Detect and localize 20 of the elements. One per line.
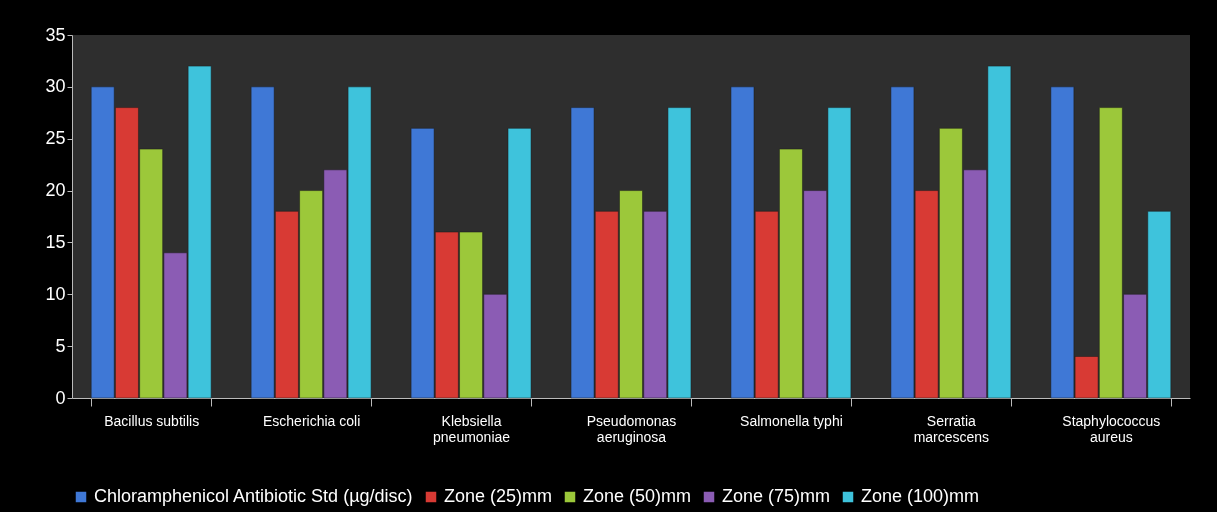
y-tick-label: 5 [55,335,66,356]
legend-label: Chloramphenicol Antibiotic Std (µg/disc) [94,486,413,506]
x-tick-label: Staphylococcus aureus [1062,412,1161,445]
x-tick-label: Bacillus subtilis [104,412,200,429]
y-tick-label: 10 [45,283,66,304]
legend-label: Zone (25)mm [444,486,553,506]
y-tick-label: 20 [45,180,66,201]
x-tick-label: Escherichia coli [262,412,361,429]
x-tick-label: Salmonella typhi [740,412,843,429]
legend-label: Zone (100)mm [861,486,980,506]
y-tick-label: 35 [45,24,66,45]
x-tick-label: Klebsiella pneumoniae [433,412,511,445]
y-tick-label: 15 [45,231,66,252]
y-tick-label: 0 [55,387,66,408]
legend-label: Zone (75)mm [722,486,831,506]
x-tick-label: Serratia marcescens [913,412,990,445]
x-tick-label: Pseudomonas aeruginosa [586,412,677,445]
legend-label: Zone (50)mm [583,486,692,506]
y-tick-label: 30 [45,76,66,97]
y-tick-label: 25 [45,128,66,149]
